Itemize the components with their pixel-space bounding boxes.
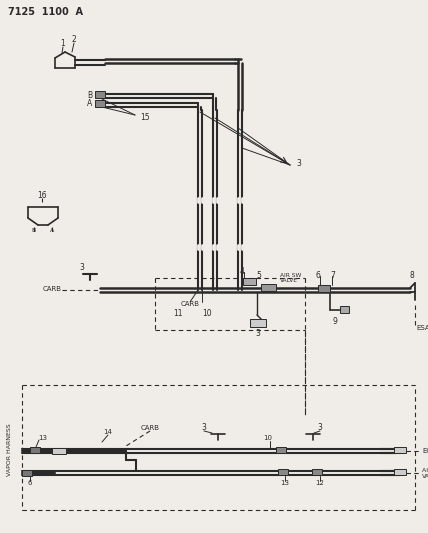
Bar bbox=[261, 284, 276, 291]
Text: 11: 11 bbox=[173, 309, 183, 318]
Text: 13: 13 bbox=[280, 480, 289, 486]
Text: 10: 10 bbox=[202, 309, 212, 318]
Bar bbox=[394, 469, 406, 475]
Text: AIR SW: AIR SW bbox=[422, 469, 428, 473]
Text: 1: 1 bbox=[61, 39, 65, 49]
Bar bbox=[312, 469, 322, 475]
Text: 7125  1100  A: 7125 1100 A bbox=[8, 7, 83, 17]
Text: 16: 16 bbox=[37, 190, 47, 199]
Bar bbox=[30, 447, 40, 453]
Text: CARB: CARB bbox=[181, 301, 199, 307]
Text: A: A bbox=[87, 100, 92, 109]
Text: AIR SW
VALVE: AIR SW VALVE bbox=[280, 272, 301, 284]
Text: EGR: EGR bbox=[422, 448, 428, 454]
Text: 14: 14 bbox=[104, 429, 113, 435]
Text: 5: 5 bbox=[256, 271, 262, 280]
Bar bbox=[394, 447, 406, 453]
Text: A: A bbox=[50, 228, 54, 232]
Text: 6: 6 bbox=[28, 480, 32, 486]
Text: 3: 3 bbox=[256, 329, 260, 338]
Text: 3: 3 bbox=[80, 262, 84, 271]
Bar bbox=[340, 306, 349, 313]
Text: 6: 6 bbox=[315, 271, 321, 280]
Bar bbox=[95, 100, 105, 107]
Text: B: B bbox=[87, 91, 92, 100]
Bar bbox=[52, 448, 66, 454]
Text: 7: 7 bbox=[330, 271, 336, 280]
Text: 3: 3 bbox=[296, 158, 301, 167]
Bar bbox=[278, 469, 288, 475]
Text: 3: 3 bbox=[318, 424, 322, 432]
Text: 10: 10 bbox=[264, 435, 273, 441]
Text: B: B bbox=[32, 228, 36, 232]
Bar bbox=[250, 319, 266, 327]
Bar bbox=[95, 91, 105, 98]
Text: ESA: ESA bbox=[416, 325, 428, 331]
Text: 9: 9 bbox=[333, 318, 337, 327]
Text: 3: 3 bbox=[202, 424, 206, 432]
Bar bbox=[22, 470, 32, 476]
Text: 15: 15 bbox=[140, 114, 150, 123]
Text: VALVE: VALVE bbox=[422, 474, 428, 480]
Text: VAPOR HARNESS: VAPOR HARNESS bbox=[8, 424, 12, 477]
Bar bbox=[243, 278, 256, 285]
Text: 8: 8 bbox=[410, 271, 414, 280]
Bar bbox=[318, 285, 330, 292]
Text: 4: 4 bbox=[240, 268, 244, 277]
Text: CARB: CARB bbox=[140, 425, 160, 431]
Text: 2: 2 bbox=[71, 36, 76, 44]
Bar bbox=[276, 447, 286, 453]
Text: CARB: CARB bbox=[43, 286, 62, 292]
Text: 12: 12 bbox=[315, 480, 324, 486]
Text: 13: 13 bbox=[39, 435, 48, 441]
